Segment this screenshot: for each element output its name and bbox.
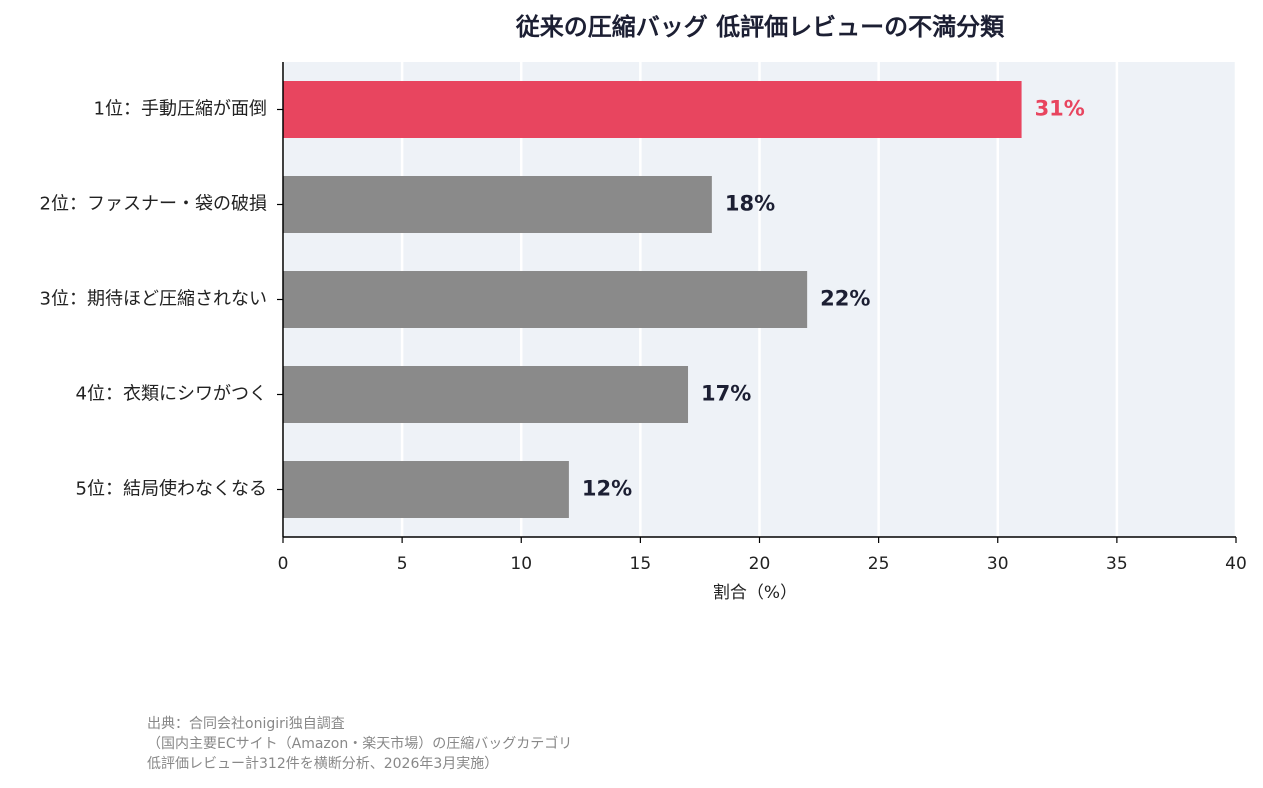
x-tick-label: 15 bbox=[630, 554, 652, 574]
value-label: 17% bbox=[701, 382, 751, 406]
bar bbox=[283, 176, 712, 233]
x-tick-label: 35 bbox=[1106, 554, 1128, 574]
chart-title: 従来の圧縮バッグ 低評価レビューの不満分類 bbox=[515, 13, 1005, 41]
value-label: 31% bbox=[1035, 97, 1085, 121]
x-tick-label: 0 bbox=[278, 554, 289, 574]
y-tick-label: 1位：手動圧縮が面倒 bbox=[94, 99, 267, 120]
y-tick-label: 3位：期待ほど圧縮されない bbox=[40, 289, 267, 310]
source-note: （国内主要ECサイト（Amazon・楽天市場）の圧縮バッグカテゴリ bbox=[147, 735, 572, 752]
value-label: 12% bbox=[582, 477, 632, 501]
source-note: 低評価レビュー計312件を横断分析、2026年3月実施） bbox=[147, 756, 498, 772]
value-label: 22% bbox=[820, 287, 870, 311]
x-tick-label: 20 bbox=[749, 554, 771, 574]
source-note: 出典：合同会社onigiri独自調査 bbox=[147, 716, 345, 732]
y-tick-label: 2位：ファスナー・袋の破損 bbox=[40, 194, 267, 215]
y-tick-label: 5位：結局使わなくなる bbox=[76, 479, 267, 500]
x-tick-label: 25 bbox=[868, 554, 890, 574]
bar bbox=[283, 461, 569, 518]
y-tick-label: 4位：衣類にシワがつく bbox=[76, 384, 267, 405]
x-axis-label: 割合（%） bbox=[713, 583, 797, 603]
bar bbox=[283, 271, 808, 328]
x-tick-label: 30 bbox=[987, 554, 1009, 574]
bar bbox=[283, 366, 689, 423]
x-tick-label: 5 bbox=[397, 554, 408, 574]
x-tick-label: 10 bbox=[510, 554, 532, 574]
bar bbox=[283, 81, 1022, 138]
x-tick-label: 40 bbox=[1225, 554, 1247, 574]
value-label: 18% bbox=[725, 192, 775, 216]
